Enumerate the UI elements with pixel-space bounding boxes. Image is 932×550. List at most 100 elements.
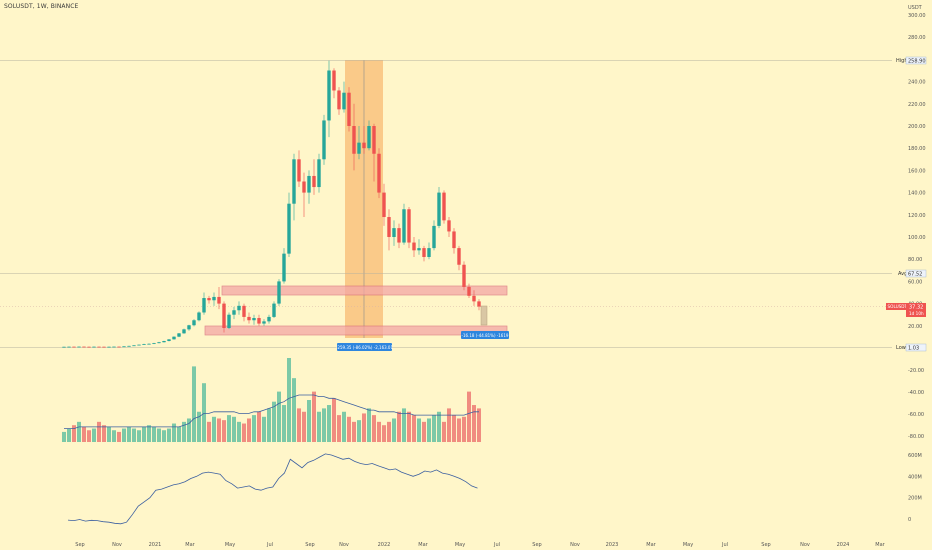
volume-bar	[222, 420, 226, 442]
volume-bar	[392, 418, 396, 442]
time-tick: Nov	[800, 542, 810, 548]
candle-body	[207, 298, 211, 301]
volume-bar	[137, 430, 141, 442]
time-tick: Nov	[339, 542, 349, 548]
volume-bar	[197, 411, 201, 442]
volume-bar	[182, 421, 186, 442]
volume-bar	[112, 430, 116, 442]
avg-value: 67.52	[908, 272, 922, 278]
projection-box	[480, 305, 488, 326]
volume-bar	[372, 415, 376, 442]
candle-body	[377, 153, 381, 193]
volume-bar	[217, 418, 221, 442]
candle-body	[462, 264, 466, 287]
volume-bar	[477, 408, 481, 442]
candle-body	[282, 253, 286, 282]
candle-body	[352, 126, 356, 154]
candle-body	[452, 231, 456, 249]
volume-bar	[332, 398, 336, 442]
price-tick: 140.00	[908, 191, 926, 197]
candle-body	[202, 298, 206, 313]
candle-body	[72, 346, 76, 348]
candle-body	[182, 329, 186, 334]
candle-body	[312, 175, 316, 188]
measure-big-label: -259.35 (-86.02%) -2,163.01	[336, 345, 394, 350]
price-tick: 100.00	[908, 235, 926, 241]
volume-bar	[162, 430, 166, 442]
volume-bar	[87, 430, 91, 442]
candle-body	[107, 346, 111, 348]
candle-body	[467, 286, 471, 296]
candle-body	[177, 333, 181, 337]
resistance-zone[interactable]	[221, 285, 508, 296]
candle-body	[87, 346, 91, 348]
candle-body	[122, 346, 126, 348]
time-tick: Mar	[875, 542, 885, 548]
volume-bar	[262, 416, 266, 442]
time-tick: Jul	[266, 542, 273, 548]
volume-bar	[317, 411, 321, 442]
volume-bar	[452, 415, 456, 442]
candle-body	[317, 159, 321, 188]
support-zone[interactable]	[204, 325, 508, 336]
volume-bar	[247, 418, 251, 442]
candle-body	[277, 281, 281, 304]
price-tick: 180.00	[908, 146, 926, 152]
candle-body	[432, 225, 436, 249]
candle-body	[112, 346, 116, 348]
time-tick: 2023	[606, 542, 619, 548]
candle-body	[267, 316, 271, 322]
candle-body	[92, 346, 96, 348]
volume-bar	[147, 425, 151, 442]
candle-body	[167, 339, 171, 342]
candle-body	[447, 220, 451, 232]
candle-body	[347, 92, 351, 126]
volume-bar	[212, 416, 216, 442]
lower-tick: -80.00	[908, 434, 924, 440]
time-tick: 2021	[149, 542, 162, 548]
symbol-tag: SOLUSDT	[888, 304, 908, 309]
time-tick: Sep	[75, 542, 84, 548]
candle-body	[327, 70, 331, 121]
volume-bar	[382, 425, 386, 442]
volume-bar	[252, 415, 256, 442]
volume-bar	[287, 358, 291, 442]
candle-body	[412, 242, 416, 251]
price-tick: 80.00	[908, 257, 922, 263]
volume-bar	[447, 408, 451, 442]
time-tick: Sep	[761, 542, 770, 548]
candle-body	[367, 126, 371, 149]
lower-tick: -40.00	[908, 390, 924, 396]
volume-bar	[427, 418, 431, 442]
volume-bar	[322, 408, 326, 442]
candle-body	[472, 295, 476, 302]
volume-bar	[442, 421, 446, 442]
volume-bar	[67, 428, 71, 442]
candle-body	[332, 70, 336, 91]
volume-bar	[467, 391, 471, 442]
volume-bar	[172, 423, 176, 442]
measure-small-box	[461, 331, 509, 339]
candle-body	[212, 296, 216, 301]
high-tag: High	[896, 58, 908, 64]
volume-bar	[432, 415, 436, 442]
lower-axis: -20.00 -40.00 -60.00 -80.00	[908, 368, 924, 440]
price-tick: 200.00	[908, 124, 926, 130]
volume-bar	[337, 415, 341, 442]
symbol-tag-box	[886, 303, 906, 310]
time-tick: 2024	[837, 542, 850, 548]
volume-bar	[277, 391, 281, 442]
candle-body	[197, 312, 201, 321]
low-value: 1.03	[908, 346, 919, 352]
candle-body	[387, 217, 391, 237]
volume-bar	[152, 426, 156, 442]
volume-bar	[397, 411, 401, 442]
volume-bar	[202, 383, 206, 442]
measure-small-label: -16.18 (-44.81%) -1619	[462, 333, 509, 338]
volume-bar	[367, 408, 371, 442]
time-tick: Mar	[646, 542, 656, 548]
candle-body	[422, 248, 426, 257]
volume-bar	[97, 421, 101, 442]
